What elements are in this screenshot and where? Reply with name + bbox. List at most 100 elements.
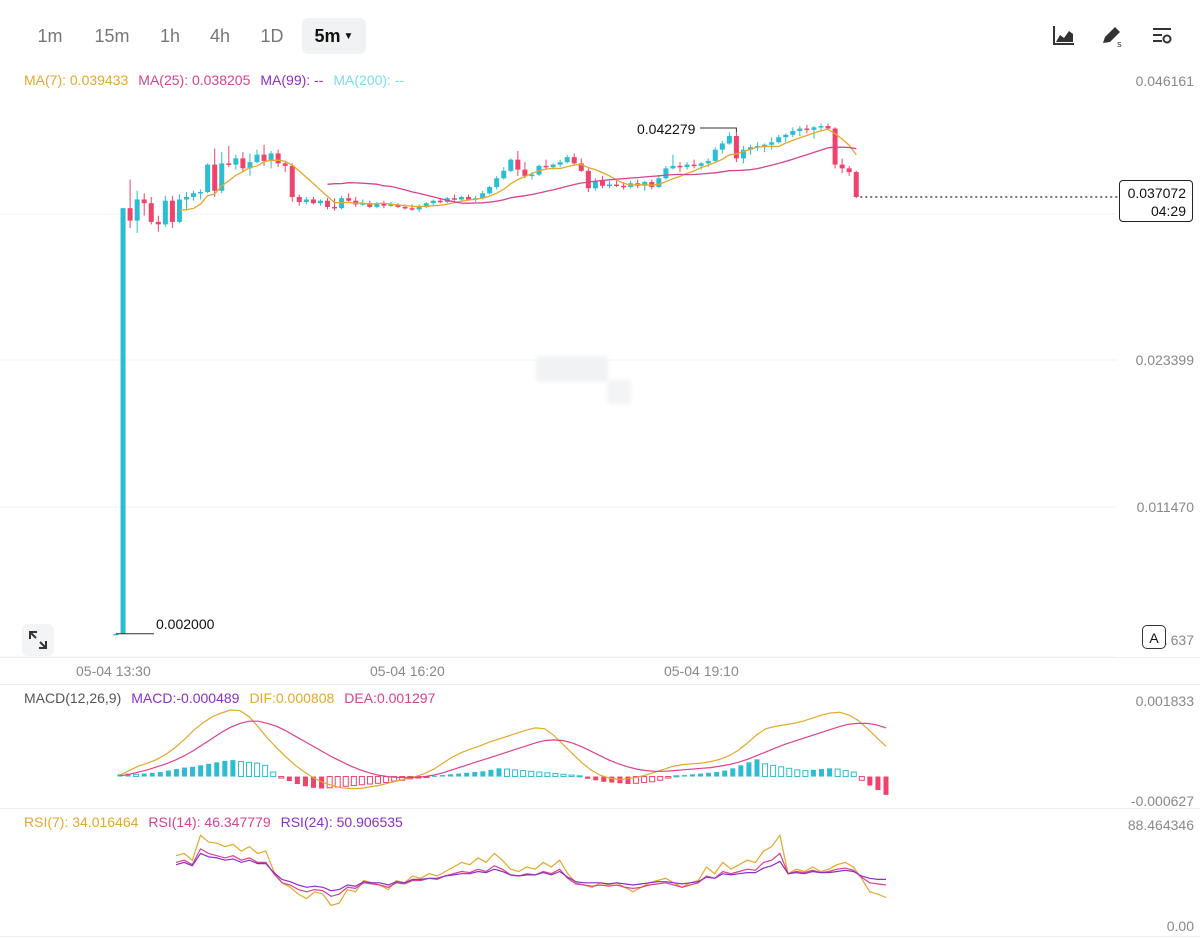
candle-body	[783, 134, 789, 138]
candle-body	[437, 200, 443, 203]
macd-histogram-bar	[326, 776, 333, 789]
macd-histogram-bar	[754, 759, 760, 777]
y-axis-label-top: 0.046161	[1135, 73, 1194, 89]
macd-histogram-bar	[375, 776, 382, 784]
interval-tab-1d[interactable]: 1D	[260, 26, 284, 46]
candle-body	[325, 200, 330, 207]
macd-histogram-bar	[383, 776, 390, 784]
interval-tab-5m[interactable]: 5m ▼	[302, 18, 366, 54]
candle-body	[740, 149, 746, 159]
macd-histogram-bar	[520, 770, 527, 778]
watermark-logo	[536, 356, 608, 382]
last-price-value: 0.037072	[1127, 185, 1186, 201]
macd-histogram-bar	[786, 767, 793, 778]
candle-body	[113, 633, 119, 636]
candle-body	[148, 203, 154, 222]
interval-tab-4h[interactable]: 4h	[209, 26, 231, 46]
candle-countdown: 04:29	[1150, 203, 1186, 219]
expand-icon	[29, 631, 47, 649]
auto-scale-button[interactable]: A	[1142, 625, 1166, 649]
ma-legend: MA(7): 0.039433 MA(25): 0.038205 MA(99): -…	[24, 72, 414, 88]
interval-tab-1h[interactable]: 1h	[159, 26, 181, 46]
macd-histogram-bar	[633, 776, 640, 784]
high-marker-line	[700, 127, 737, 133]
candle-body	[282, 163, 288, 166]
macd-histogram-bar	[456, 773, 462, 777]
candle-body	[607, 184, 612, 187]
macd-histogram-bar	[141, 773, 147, 777]
candle-body	[240, 158, 246, 169]
active-interval-label: 5m	[314, 26, 341, 46]
macd-histogram-bar	[883, 776, 889, 795]
macd-histogram-bar	[222, 760, 228, 777]
macd-histogram-bar	[810, 769, 816, 777]
chart-settings-icon[interactable]	[1148, 22, 1176, 50]
macd-histogram-bar	[488, 769, 494, 777]
candle-body	[804, 128, 810, 131]
macd-histogram-bar	[714, 772, 720, 777]
candle-body	[212, 164, 218, 191]
x-axis-label: 05-04 16:20	[370, 663, 445, 679]
candle-body	[458, 196, 464, 200]
macd-histogram-bar	[625, 776, 631, 785]
candle-body	[381, 203, 387, 206]
dif-value: DIF:0.000808	[249, 690, 335, 706]
candle-body	[712, 149, 718, 161]
macd-histogram-bar	[440, 775, 446, 777]
candle-body	[797, 128, 803, 132]
ma25-legend: MA(25): 0.038205	[138, 72, 251, 88]
candle-body	[226, 163, 232, 165]
macd-histogram-bar	[665, 776, 672, 779]
macd-histogram-bar	[262, 764, 269, 778]
macd-histogram-bar	[214, 762, 220, 777]
ma99-legend: MA(99): --	[260, 72, 324, 88]
macd-histogram-bar	[366, 776, 373, 785]
macd-histogram-bar	[182, 767, 188, 777]
caret-down-icon: ▼	[343, 31, 354, 43]
macd-histogram-bar	[278, 776, 285, 779]
candle-body	[585, 170, 591, 189]
svg-text:s: s	[1117, 40, 1122, 50]
candle-body	[670, 165, 676, 169]
time-axis-top-divider	[0, 657, 1200, 658]
candle-body	[416, 206, 422, 210]
candle-body	[529, 174, 535, 177]
macd-histogram-bar	[649, 776, 656, 783]
candle-body	[501, 170, 507, 179]
rsi24-line	[175, 852, 886, 892]
candle-body	[487, 187, 493, 194]
candle-body	[388, 204, 394, 206]
interval-tab-1m[interactable]: 1m	[37, 26, 63, 46]
interval-tab-15m[interactable]: 15m	[94, 26, 130, 46]
macd-histogram-bar	[576, 775, 583, 778]
macd-histogram-bar	[350, 776, 357, 787]
macd-y-label-top: 0.001833	[1135, 693, 1194, 709]
macd-panel-divider	[0, 684, 1200, 685]
candle-body	[289, 165, 295, 197]
fullscreen-button[interactable]	[22, 624, 54, 656]
macd-histogram-bar	[149, 772, 155, 777]
candle-body	[409, 208, 415, 210]
candle-body	[663, 168, 669, 179]
candle-body	[853, 172, 859, 197]
bottom-divider	[0, 936, 1200, 937]
candle-body	[592, 180, 598, 189]
macd-histogram-bar	[311, 776, 317, 788]
macd-histogram-bar	[230, 760, 236, 777]
macd-histogram-bar	[641, 776, 648, 784]
candle-body	[557, 162, 563, 165]
candle-body	[508, 159, 514, 171]
rsi-legend: RSI(7): 34.016464 RSI(14): 46.347779 RSI(2…	[24, 814, 413, 830]
candle-body	[233, 158, 239, 165]
candle-body	[642, 182, 648, 186]
macd-histogram-bar	[858, 776, 865, 781]
candle-body	[762, 144, 768, 147]
ma7-line	[179, 128, 857, 211]
candle-body	[296, 196, 302, 202]
dea-line	[119, 720, 887, 779]
macd-histogram-bar	[254, 762, 261, 778]
macd-histogram-bar	[706, 772, 712, 777]
drawing-tools-icon[interactable]: s	[1098, 22, 1126, 50]
area-chart-icon[interactable]	[1050, 22, 1078, 50]
